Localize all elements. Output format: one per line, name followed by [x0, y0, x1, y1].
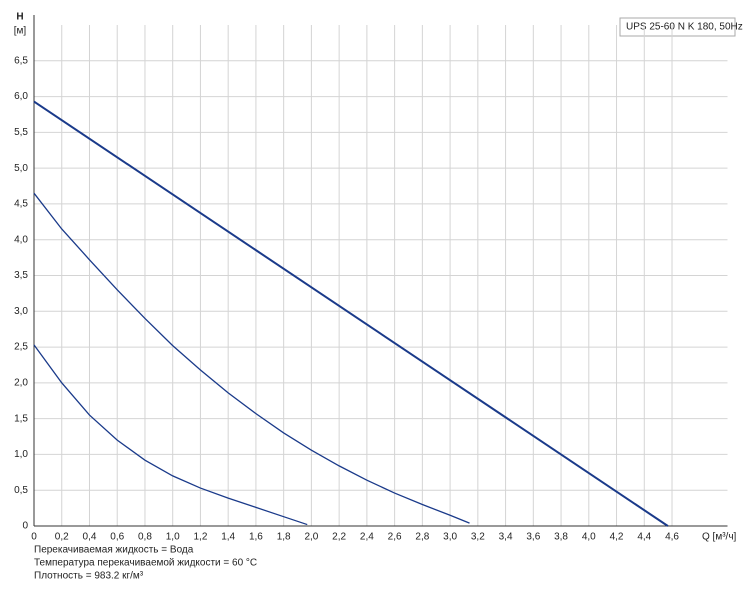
x-tick-label: 4,6 [665, 532, 679, 543]
y-axis-label: H [16, 12, 23, 23]
curve [33, 344, 308, 526]
y-tick-label: 1,5 [14, 413, 28, 424]
x-tick-label: 2,8 [415, 532, 429, 543]
y-tick-label: 6,0 [14, 91, 28, 102]
x-tick-label: 0,6 [110, 532, 124, 543]
x-tick-label: 1,4 [221, 532, 235, 543]
y-tick-label: 1,0 [14, 449, 28, 460]
x-tick-label: 3,4 [499, 532, 513, 543]
x-tick-label: 4,4 [637, 532, 651, 543]
curve [33, 100, 669, 527]
curve [33, 192, 470, 524]
note: Температура перекачиваемой жидкости = 60… [34, 558, 257, 569]
y-tick-label: 3,0 [14, 306, 28, 317]
y-axis-unit: [м] [14, 26, 27, 37]
legend-box [619, 17, 736, 37]
x-tick-label: 2,2 [332, 532, 346, 543]
x-tick-label: 2,4 [360, 532, 374, 543]
legend-text: UPS 25-60 N K 180, 50Hz [626, 22, 743, 33]
y-tick-label: 5,5 [14, 127, 28, 138]
x-tick-label: 4,0 [582, 532, 596, 543]
y-tick-label: 2,0 [14, 377, 28, 388]
x-tick-label: 3,6 [526, 532, 540, 543]
y-tick-label: 0,5 [14, 485, 28, 496]
y-tick-label: 0 [22, 521, 28, 532]
x-axis-label: Q [м³/ч] [702, 532, 737, 543]
x-tick-label: 3,0 [443, 532, 457, 543]
x-tick-label: 1,2 [193, 532, 207, 543]
x-tick-label: 2,6 [388, 532, 402, 543]
x-tick-label: 0,8 [138, 532, 152, 543]
y-tick-label: 5,0 [14, 163, 28, 174]
y-tick-label: 6,5 [14, 55, 28, 66]
x-tick-label: 4,2 [610, 532, 624, 543]
y-tick-label: 4,5 [14, 199, 28, 210]
x-tick-label: 1,0 [166, 532, 180, 543]
y-tick-label: 3,5 [14, 270, 28, 281]
y-tick-label: 4,0 [14, 234, 28, 245]
x-tick-label: 1,8 [277, 532, 291, 543]
x-tick-label: 2,0 [304, 532, 318, 543]
note: Плотность = 983.2 кг/м³ [34, 571, 144, 582]
x-tick-label: 0 [31, 532, 37, 543]
note: Перекачиваемая жидкость = Вода [34, 545, 194, 556]
x-tick-label: 3,2 [471, 532, 485, 543]
y-tick-label: 2,5 [14, 342, 28, 353]
x-tick-label: 3,8 [554, 532, 568, 543]
x-tick-label: 0,4 [83, 532, 97, 543]
x-tick-label: 1,6 [249, 532, 263, 543]
x-tick-label: 0,2 [55, 532, 69, 543]
